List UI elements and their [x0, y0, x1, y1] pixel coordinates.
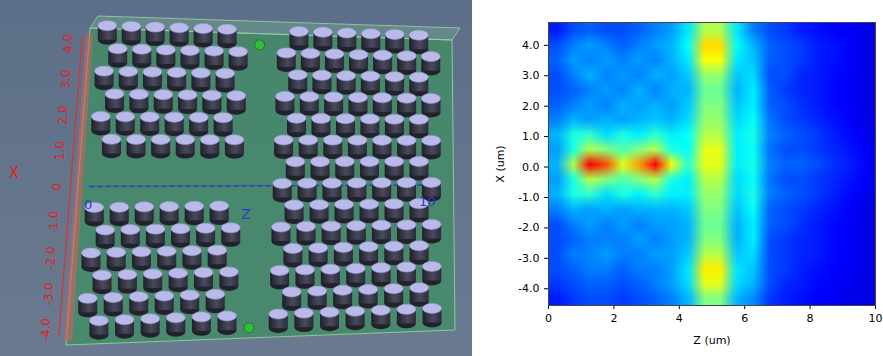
svg-text:0: 0	[50, 183, 64, 191]
svg-text:-4.0: -4.0	[39, 318, 53, 341]
svg-text:0: 0	[545, 312, 552, 325]
svg-text:-1.0: -1.0	[47, 211, 61, 234]
svg-text:Z (um): Z (um)	[693, 334, 730, 347]
svg-text:Z: Z	[241, 206, 251, 222]
svg-text:0: 0	[84, 197, 92, 212]
svg-text:-1.0: -1.0	[518, 191, 539, 204]
svg-text:0.0: 0.0	[522, 161, 540, 174]
svg-text:4.0: 4.0	[61, 34, 75, 53]
svg-text:1.0: 1.0	[53, 141, 67, 160]
svg-text:4: 4	[676, 312, 683, 325]
svg-text:2.0: 2.0	[522, 100, 540, 113]
svg-text:10: 10	[419, 194, 436, 209]
svg-text:X (um): X (um)	[494, 145, 507, 182]
svg-text:8: 8	[807, 312, 814, 325]
svg-text:2: 2	[610, 312, 617, 325]
svg-text:2.0: 2.0	[56, 105, 70, 124]
svg-text:4.0: 4.0	[522, 39, 540, 52]
svg-text:-2.0: -2.0	[518, 221, 539, 234]
svg-text:-2.0: -2.0	[44, 246, 58, 269]
svg-text:6: 6	[741, 312, 748, 325]
svg-text:-4.0: -4.0	[518, 282, 539, 295]
svg-text:-3.0: -3.0	[518, 252, 539, 265]
svg-text:3.0: 3.0	[522, 69, 540, 82]
svg-text:-3.0: -3.0	[42, 282, 56, 305]
svg-text:10: 10	[869, 312, 883, 325]
svg-text:X: X	[9, 164, 19, 182]
svg-text:3.0: 3.0	[59, 70, 73, 89]
svg-text:1.0: 1.0	[522, 130, 540, 143]
